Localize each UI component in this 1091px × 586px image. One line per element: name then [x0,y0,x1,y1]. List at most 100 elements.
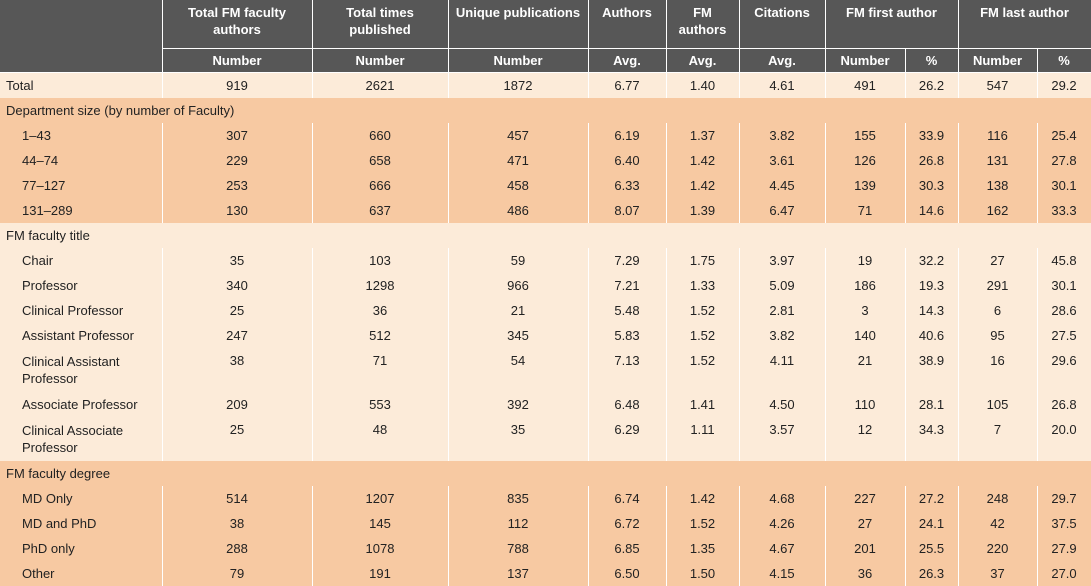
table-cell: 1.42 [666,173,740,198]
table-cell: 4.67 [739,536,826,561]
table-cell: 48 [312,417,449,461]
table-cell: 1.41 [666,392,740,417]
row-label: 1–43 [0,123,163,148]
table-cell: 59 [448,248,589,273]
table-cell: 1.35 [666,536,740,561]
table-cell: 36 [825,561,906,586]
table-cell: 6.48 [588,392,667,417]
row-label: Associate Professor [0,392,163,417]
section-header: Department size (by number of Faculty) [0,98,1091,123]
table-cell: 26.8 [1037,392,1091,417]
table-cell: 7.21 [588,273,667,298]
table-cell: 835 [448,486,589,511]
table-cell: 29.2 [1037,72,1091,98]
table-cell: 553 [312,392,449,417]
section-header: FM faculty title [0,223,1091,248]
table-cell: 209 [162,392,313,417]
table-cell: 19 [825,248,906,273]
section-title: Department size (by number of Faculty) [0,98,1091,123]
table-cell: 145 [312,511,449,536]
table-cell: 105 [958,392,1038,417]
table-cell: 5.48 [588,298,667,323]
section-title: FM faculty degree [0,461,1091,486]
row-label: Total [0,72,163,98]
table-cell: 14.6 [905,198,959,223]
table-cell: 1298 [312,273,449,298]
table-cell: 6.85 [588,536,667,561]
table-cell: 486 [448,198,589,223]
table-cell: 6.47 [739,198,826,223]
table-cell: 788 [448,536,589,561]
table-cell: 26.3 [905,561,959,586]
table-row: MD Only 514 1207 835 6.74 1.42 4.68 227 27.2 248 2… [0,486,1091,511]
header-citations: Citations [739,0,826,49]
table-cell: 201 [825,536,906,561]
table-cell: 29.6 [1037,348,1091,392]
subheader-number: Number [448,48,589,73]
table-cell: 4.15 [739,561,826,586]
table-cell: 6.72 [588,511,667,536]
table-cell: 247 [162,323,313,348]
table-cell: 40.6 [905,323,959,348]
table-cell: 514 [162,486,313,511]
table-cell: 112 [448,511,589,536]
table-cell: 37.5 [1037,511,1091,536]
header-unique-publications: Unique publications [448,0,589,49]
table-row: 1–43 307 660 457 6.19 1.37 3.82 155 33.9 116 25.4 [0,123,1091,148]
table-cell: 14.3 [905,298,959,323]
table-row: 77–127 253 666 458 6.33 1.42 4.45 139 30.3 138 30.… [0,173,1091,198]
table-row: Assistant Professor 247 512 345 5.83 1.52 3.82… [0,323,1091,348]
table-cell: 25.5 [905,536,959,561]
table-cell: 126 [825,148,906,173]
table-cell: 1.42 [666,148,740,173]
table-cell: 966 [448,273,589,298]
table-cell: 6.77 [588,72,667,98]
table-cell: 32.2 [905,248,959,273]
table-cell: 19.3 [905,273,959,298]
row-label: 131–289 [0,198,163,223]
header-fm-authors: FM authors [666,0,740,49]
table-cell: 42 [958,511,1038,536]
table-cell: 25.4 [1037,123,1091,148]
table-row: MD and PhD 38 145 112 6.72 1.52 4.26 27 24.1 42 37… [0,511,1091,536]
table-cell: 38 [162,348,313,392]
table-cell: 2.81 [739,298,826,323]
table-cell: 35 [448,417,589,461]
table-cell: 20.0 [1037,417,1091,461]
table-cell: 919 [162,72,313,98]
table-cell: 38.9 [905,348,959,392]
table-cell: 110 [825,392,906,417]
table-cell: 220 [958,536,1038,561]
table-cell: 3.97 [739,248,826,273]
header-fm-last-author: FM last author [958,0,1091,49]
table-cell: 30.1 [1037,273,1091,298]
table-cell: 1.52 [666,348,740,392]
header-fm-first-author: FM first author [825,0,959,49]
table-cell: 1.37 [666,123,740,148]
table-cell: 229 [162,148,313,173]
table-cell: 6.50 [588,561,667,586]
table-cell: 1.75 [666,248,740,273]
table-cell: 6.19 [588,123,667,148]
table-cell: 3.82 [739,323,826,348]
table-cell: 6.74 [588,486,667,511]
section-title: FM faculty title [0,223,1091,248]
row-label: MD and PhD [0,511,163,536]
table-cell: 248 [958,486,1038,511]
table-cell: 8.07 [588,198,667,223]
row-label: Clinical Professor [0,298,163,323]
table-cell: 227 [825,486,906,511]
table-cell: 16 [958,348,1038,392]
table-cell: 4.11 [739,348,826,392]
row-label: Other [0,561,163,586]
table-cell: 345 [448,323,589,348]
table-cell: 139 [825,173,906,198]
table-cell: 288 [162,536,313,561]
table-cell: 2621 [312,72,449,98]
row-label: MD Only [0,486,163,511]
table-row: Other 79 191 137 6.50 1.50 4.15 36 26.3 37 27.0 [0,561,1091,586]
table-cell: 4.68 [739,486,826,511]
table-cell: 6 [958,298,1038,323]
table-cell: 137 [448,561,589,586]
table-cell: 27.8 [1037,148,1091,173]
